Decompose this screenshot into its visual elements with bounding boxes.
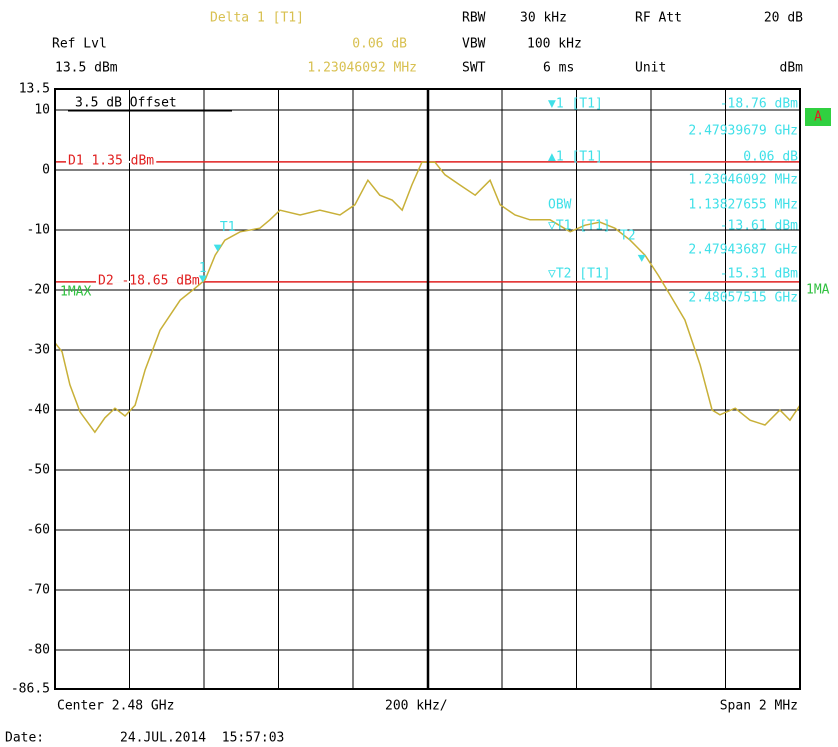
y-tick-label: 13.5 — [19, 82, 50, 97]
legend-entry: 1MAX — [60, 285, 91, 300]
marker-table-value: -15.31 dBm — [720, 267, 798, 282]
marker-table-label: ▼1 [T1] — [548, 97, 603, 112]
unit: dBm — [780, 61, 804, 76]
delta-level: 0.06 dB — [352, 37, 407, 52]
vbw: 100 kHz — [527, 37, 582, 52]
span: Span 2 MHz — [720, 699, 798, 714]
y-tick-label: 0 — [42, 163, 50, 178]
marker-table-value: -13.61 dBm — [720, 219, 798, 234]
date: 24.JUL.2014 15:57:03 — [120, 731, 284, 746]
marker-table-label: ▲1 [T1] — [548, 150, 603, 165]
rbw-label: RBW — [462, 11, 486, 26]
rf-att-label: RF Att — [635, 11, 682, 26]
marker-table-value: 2.47939679 GHz — [688, 124, 798, 139]
screen-badge — [805, 108, 831, 126]
ref-lvl: 13.5 dBm — [55, 61, 118, 76]
screen-label: A — [814, 110, 822, 125]
marker — [198, 275, 207, 283]
y-tick-label: -10 — [27, 223, 50, 238]
y-tick-label: -50 — [27, 463, 50, 478]
marker-table-value: -18.76 dBm — [720, 97, 798, 112]
y-tick-label: -86.5 — [11, 682, 50, 697]
y-tick-label: -60 — [27, 523, 50, 538]
delta-freq: 1.23046092 MHz — [307, 61, 417, 76]
marker-label: T2 — [620, 228, 636, 243]
y-tick-label: -80 — [27, 643, 50, 658]
marker-table-value: 2.47943687 GHz — [688, 243, 798, 258]
ref-label-bg — [96, 280, 202, 283]
delta-label: Delta 1 [T1] — [210, 11, 304, 26]
rbw: 30 kHz — [520, 11, 567, 26]
trace — [54, 161, 801, 434]
y-tick-label: -70 — [27, 583, 50, 598]
y-tick-label: -20 — [27, 283, 50, 298]
ref-line-label: D2 -18.65 dBm — [98, 273, 200, 288]
div-label: 200 kHz/ — [385, 699, 448, 714]
trace-label-right: 1MA — [806, 283, 830, 298]
marker-label: 1 — [199, 261, 207, 276]
unit-label: Unit — [635, 61, 666, 76]
marker-table-value: 1.13827655 MHz — [688, 198, 798, 213]
y-tick-label: -40 — [27, 403, 50, 418]
marker-table-label: ▽T2 [T1] — [548, 267, 611, 282]
date-label: Date: — [5, 731, 44, 746]
marker-label: T1 — [220, 220, 236, 235]
swt: 6 ms — [543, 61, 574, 76]
y-tick-label: -30 — [27, 343, 50, 358]
ref-label-bg — [66, 160, 157, 163]
marker — [213, 244, 222, 252]
rf-att: 20 dB — [764, 11, 803, 26]
vbw-label: VBW — [462, 37, 486, 52]
marker — [637, 254, 646, 262]
plot: 3.5 dB Offset D1 1.35 dBm D2 -18.65 dBm 1MA… — [54, 96, 801, 434]
ref-lvl-label: Ref Lvl — [52, 37, 107, 52]
swt-label: SWT — [462, 61, 486, 76]
marker-table-label: ▽T1 [T1] — [548, 219, 611, 234]
center-freq: Center 2.48 GHz — [57, 699, 174, 714]
marker-table-value: 1.23046092 MHz — [688, 173, 798, 188]
y-tick-label: 10 — [34, 103, 50, 118]
ref-line-label: D1 1.35 dBm — [68, 153, 154, 168]
marker-table-value: 0.06 dB — [743, 150, 798, 165]
offset-label: 3.5 dB Offset — [75, 96, 177, 111]
marker-table-label: OBW — [548, 198, 572, 213]
marker-table-value: 2.48057515 GHz — [688, 291, 798, 306]
